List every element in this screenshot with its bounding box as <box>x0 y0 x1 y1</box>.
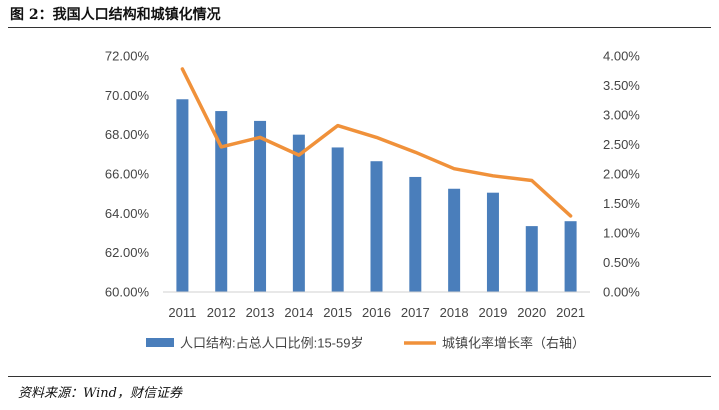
left-axis: 60.00% 62.00% 64.00% 66.00% 68.00% 70.00% 72.0… <box>105 49 150 300</box>
bar <box>486 192 499 292</box>
legend-label-line: 城镇化率增长率（右轴） <box>442 336 585 351</box>
title-rule <box>8 27 711 28</box>
bar <box>254 120 267 293</box>
left-tick-label: 70.00% <box>105 88 150 103</box>
right-tick-label: 0.00% <box>603 285 640 300</box>
bar <box>292 134 305 292</box>
x-tick-label: 2013 <box>246 305 275 320</box>
right-tick-label: 0.50% <box>603 255 640 270</box>
legend-swatch-bar <box>146 338 174 347</box>
source-rule <box>8 376 711 377</box>
left-tick-label: 64.00% <box>105 206 150 221</box>
x-tick-label: 2018 <box>440 305 469 320</box>
legend-label-bar: 人口结构:占总人口比例:15-59岁 <box>180 336 363 351</box>
x-tick-label: 2019 <box>478 305 507 320</box>
left-tick-label: 62.00% <box>105 245 150 260</box>
left-tick-label: 60.00% <box>105 285 150 300</box>
x-tick-label: 2014 <box>284 305 313 320</box>
right-tick-label: 3.50% <box>603 78 640 93</box>
bar <box>564 221 577 292</box>
legend: 人口结构:占总人口比例:15-59岁 城镇化率增长率（右轴） <box>146 336 585 351</box>
x-tick-label: 2021 <box>556 305 585 320</box>
left-tick-label: 72.00% <box>105 49 150 64</box>
x-tick-label: 2016 <box>362 305 391 320</box>
x-tick-label: 2015 <box>323 305 352 320</box>
left-tick-label: 66.00% <box>105 167 150 182</box>
bar-series <box>176 99 577 293</box>
right-tick-label: 3.00% <box>603 108 640 123</box>
bar <box>215 111 228 292</box>
source-note: 资料来源：Wind，财信证券 <box>18 386 182 401</box>
x-tick-label: 2012 <box>207 305 236 320</box>
right-tick-label: 4.00% <box>603 49 640 64</box>
x-tick-label: 2017 <box>401 305 430 320</box>
bar <box>176 99 189 293</box>
figure-title: 图 2：我国人口结构和城镇化情况 <box>10 7 221 23</box>
line-series <box>180 67 573 218</box>
bar <box>409 176 422 292</box>
bar <box>370 161 383 292</box>
bar <box>448 188 461 292</box>
right-tick-label: 2.00% <box>603 167 640 182</box>
left-tick-label: 68.00% <box>105 127 150 142</box>
combo-chart: 60.00% 62.00% 64.00% 66.00% 68.00% 70.00% 72.0… <box>105 49 640 351</box>
right-tick-label: 2.50% <box>603 137 640 152</box>
x-tick-label: 2011 <box>168 305 196 320</box>
bar <box>331 147 344 292</box>
right-tick-label: 1.00% <box>603 226 640 241</box>
x-axis: 2011 2012 2013 2014 2015 2016 2017 2018 2019 2020… <box>168 305 585 320</box>
x-tick-label: 2020 <box>517 305 546 320</box>
right-axis: 0.00% 0.50% 1.00% 1.50% 2.00% 2.50% 3.00% 3.50%… <box>603 49 640 300</box>
right-tick-label: 1.50% <box>603 196 640 211</box>
bar <box>525 226 538 292</box>
